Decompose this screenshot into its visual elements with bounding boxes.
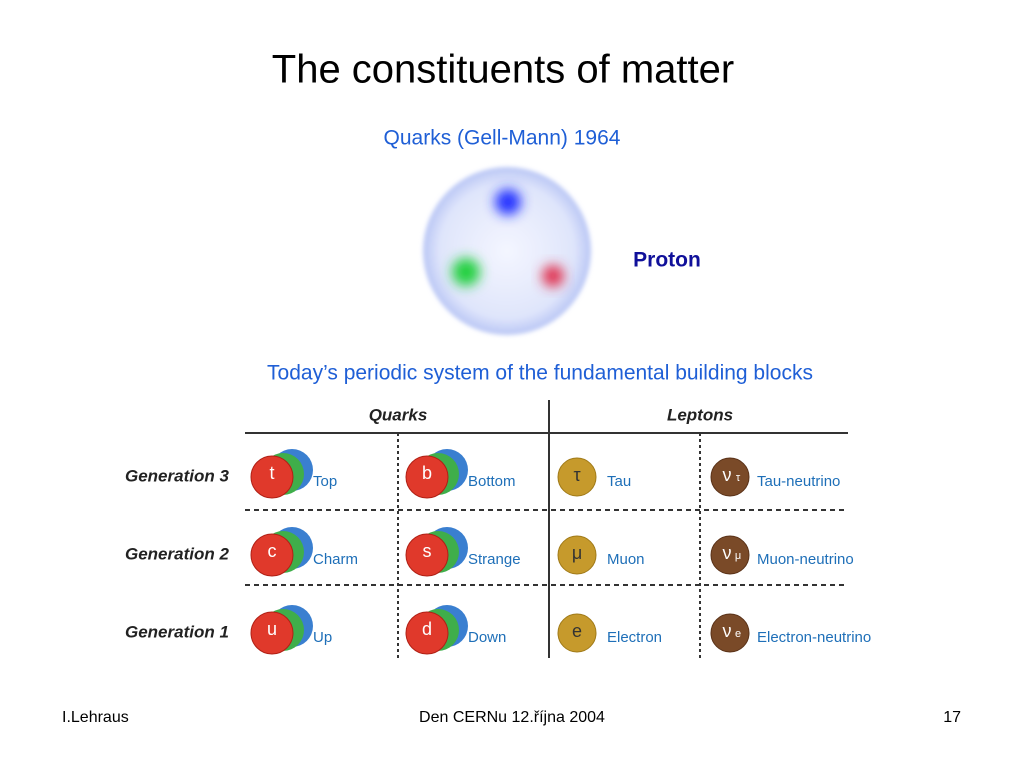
particle-name: Down xyxy=(468,629,506,646)
particle-name: Strange xyxy=(468,551,521,568)
particle-symbol: ν xyxy=(723,621,732,641)
footer-left: I.Lehraus xyxy=(62,709,129,726)
heading: Today’s periodic system of the fundament… xyxy=(267,362,813,385)
particle-name: Electron-neutrino xyxy=(757,629,871,646)
quark-color-red xyxy=(250,611,294,655)
table-header: Leptons xyxy=(667,405,733,424)
table-lines xyxy=(245,400,848,658)
particle-name: Up xyxy=(313,629,332,646)
particle-symbol: e xyxy=(572,621,582,641)
table-header: Quarks xyxy=(369,405,428,424)
quark-color-red xyxy=(250,455,294,499)
particle-name: Tau-neutrino xyxy=(757,473,840,490)
particle-subscript: e xyxy=(735,628,741,640)
particle-symbol: t xyxy=(269,463,274,483)
footer-center: Den CERNu 12.října 2004 xyxy=(419,709,605,726)
particle-name: Bottom xyxy=(468,473,516,490)
particle-name: Electron xyxy=(607,629,662,646)
particle-name: Muon-neutrino xyxy=(757,551,854,568)
footer-right: 17 xyxy=(943,709,961,726)
generation-label: Generation 3 xyxy=(125,466,229,485)
particle-subscript: μ xyxy=(735,550,741,562)
lepton-ball xyxy=(710,457,750,497)
particle-symbol: s xyxy=(423,541,432,561)
particle-subscript: τ xyxy=(736,472,741,484)
generation-label: Generation 1 xyxy=(125,622,229,641)
particle-name: Top xyxy=(313,473,337,490)
lepton-ball xyxy=(557,613,597,653)
particle-name: Muon xyxy=(607,551,645,568)
title: The constituents of matter xyxy=(272,48,734,92)
particle-symbol: τ xyxy=(573,465,580,485)
particle-symbol: b xyxy=(422,463,432,483)
proton-label: Proton xyxy=(633,249,701,272)
subtitle: Quarks (Gell-Mann) 1964 xyxy=(384,127,621,150)
particle-symbol: d xyxy=(422,619,432,639)
particle-symbol: ν xyxy=(723,465,732,485)
lepton-ball xyxy=(557,457,597,497)
particle-symbol: c xyxy=(268,541,277,561)
particle-symbol: ν xyxy=(723,543,732,563)
lepton-ball xyxy=(710,535,750,575)
lepton-ball xyxy=(710,613,750,653)
quark-color-red xyxy=(250,533,294,577)
generation-label: Generation 2 xyxy=(125,544,229,563)
particle-symbol: μ xyxy=(572,543,582,563)
quark-color-red xyxy=(405,611,449,655)
particle-name: Tau xyxy=(607,473,631,490)
quark-color-red xyxy=(405,533,449,577)
lepton-ball xyxy=(557,535,597,575)
particle-name: Charm xyxy=(313,551,358,568)
particle-symbol: u xyxy=(267,619,277,639)
quark-color-red xyxy=(405,455,449,499)
proton-image xyxy=(423,167,591,335)
